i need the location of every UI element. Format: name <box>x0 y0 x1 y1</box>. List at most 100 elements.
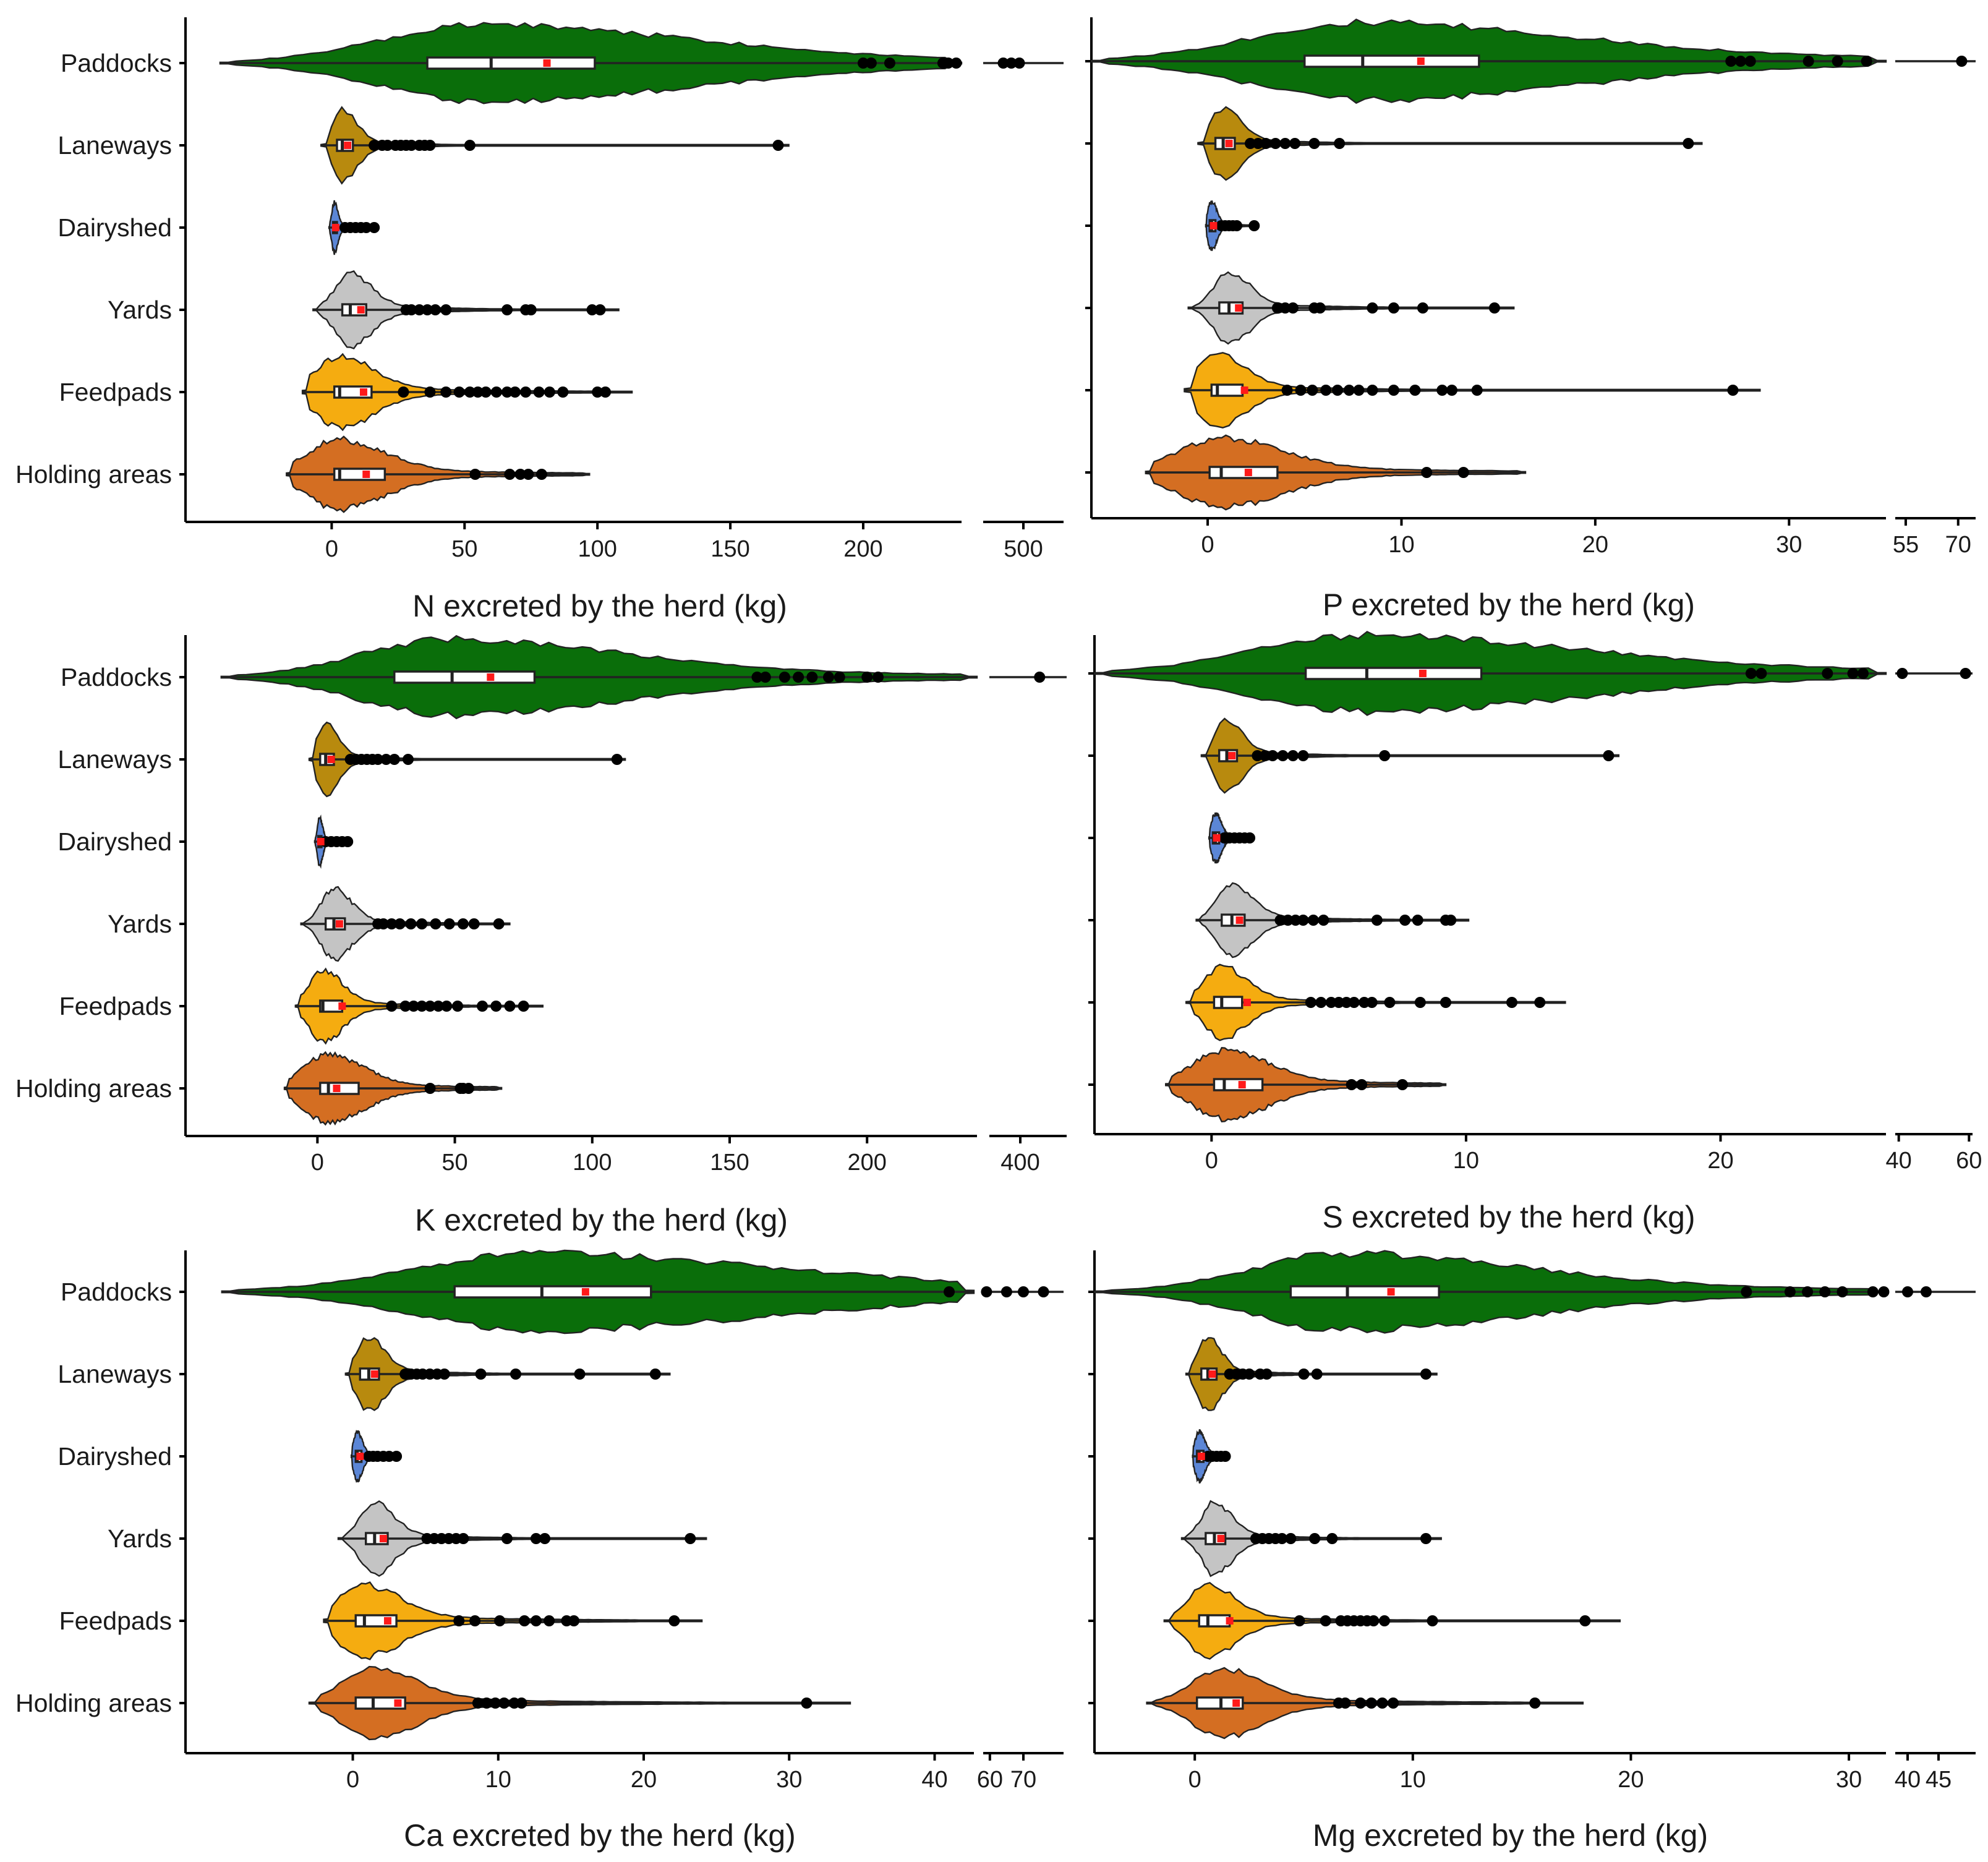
outlier-point <box>1359 997 1370 1008</box>
outlier-point <box>1307 915 1319 926</box>
outlier-point <box>1290 915 1302 926</box>
x-tick-label: 0 <box>346 1767 359 1793</box>
iqr-box <box>1198 1614 1231 1628</box>
outlier-point <box>1013 58 1025 69</box>
outlier-point <box>1446 385 1457 396</box>
outlier-point <box>1412 915 1423 926</box>
category-label: Holding areas <box>15 1074 172 1103</box>
outlier-point <box>950 58 962 69</box>
outlier-point <box>592 386 604 398</box>
outlier-point <box>530 1615 542 1626</box>
outlier-point <box>1308 138 1320 149</box>
x-tick-label: 10 <box>485 1767 511 1793</box>
x-tick-label: 100 <box>578 536 616 562</box>
outlier-point <box>857 58 869 69</box>
outlier-point <box>779 672 790 683</box>
outlier-point <box>759 672 771 683</box>
outlier-point <box>1309 1533 1321 1544</box>
outlier-point <box>981 1286 992 1297</box>
chart-panel-2: 0 10 20 30 55 70 P excreted by the herd (kg) <box>1085 17 1976 622</box>
outlier-point <box>1271 302 1283 314</box>
outlier-point <box>1289 138 1301 149</box>
outlier-point <box>1281 385 1293 396</box>
mean-marker <box>333 1085 341 1092</box>
category-label: Laneways <box>58 1360 172 1388</box>
outlier-point <box>1287 750 1299 761</box>
mean-marker <box>338 1002 346 1010</box>
category-label: Paddocks <box>61 1278 172 1306</box>
violin-row-feedpads <box>1085 352 1761 429</box>
outlier-point <box>544 1615 555 1626</box>
violin-row-feedpads: Feedpads <box>59 352 633 432</box>
violin-row-paddocks: Paddocks <box>61 22 1064 105</box>
outlier-point <box>1269 138 1281 149</box>
outlier-point <box>386 1001 398 1012</box>
outlier-point <box>1315 997 1327 1008</box>
x-tick-label: 10 <box>1388 532 1414 558</box>
outlier-point <box>1368 1615 1380 1626</box>
x-axis-title: N excreted by the herd (kg) <box>412 589 787 623</box>
category-label: Feedpads <box>59 378 172 406</box>
outlier-point <box>424 1001 436 1012</box>
outlier-point <box>516 1698 527 1709</box>
outlier-point <box>416 918 428 929</box>
outlier-point <box>1333 997 1345 1008</box>
x-tick-label: 30 <box>1836 1767 1862 1793</box>
violin-row-laneways <box>1085 106 1703 181</box>
outlier-point <box>1420 1369 1431 1380</box>
violin-row-holding-areas <box>1085 434 1527 511</box>
outlier-point <box>806 672 818 683</box>
violin-row-yards: Yards <box>108 886 511 962</box>
mean-marker <box>362 471 370 478</box>
chart-panel-3: 0 50 100 150 200 400 K excreted by the herd (k… <box>15 634 1067 1237</box>
violin-row-laneways <box>1088 1337 1438 1411</box>
x-axis-title: Ca excreted by the herd (kg) <box>404 1818 796 1853</box>
outlier-point <box>424 1083 436 1094</box>
outlier-point <box>611 754 623 765</box>
outlier-point <box>490 1698 501 1709</box>
outlier-point <box>430 304 442 315</box>
x-tick-label: 10 <box>1400 1767 1426 1793</box>
outlier-point <box>519 1615 531 1626</box>
outlier-point <box>1414 997 1426 1008</box>
iqr-box <box>1303 54 1480 68</box>
outlier-point <box>1471 385 1483 396</box>
outlier-point <box>424 140 436 151</box>
category-label: Yards <box>108 1524 172 1553</box>
outlier-point <box>1384 997 1396 1008</box>
outlier-point <box>1366 997 1378 1008</box>
x-break-tick-label: 40 <box>1886 1148 1912 1174</box>
outlier-point <box>535 469 547 480</box>
outlier-point <box>509 386 521 398</box>
outlier-point <box>1683 138 1694 149</box>
outlier-point <box>438 1369 450 1380</box>
x-tick-label: 20 <box>1707 1148 1733 1174</box>
outlier-point <box>1282 915 1294 926</box>
x-break-tick-label: 500 <box>1004 536 1043 562</box>
x-break-tick-label: 55 <box>1893 532 1919 558</box>
mean-marker <box>1243 999 1251 1006</box>
category-label: Laneways <box>58 745 172 774</box>
outlier-point <box>1819 1286 1831 1297</box>
outlier-point <box>1219 1451 1231 1462</box>
violin-row-feedpads: Feedpads <box>59 1581 703 1660</box>
x-tick-label: 0 <box>1201 532 1214 558</box>
violin-row-paddocks <box>1088 1250 1976 1334</box>
outlier-point <box>1034 672 1046 683</box>
outlier-point <box>1244 832 1256 843</box>
outlier-point <box>1457 467 1469 478</box>
outlier-point <box>1298 1369 1310 1380</box>
mean-marker <box>379 1535 387 1542</box>
category-label: Yards <box>108 910 172 938</box>
mean-marker <box>344 142 352 149</box>
outlier-point <box>398 386 409 398</box>
x-tick-label: 50 <box>442 1150 467 1176</box>
violin-row-laneways: Laneways <box>58 1337 671 1411</box>
x-break-tick-label: 45 <box>1926 1767 1952 1793</box>
x-tick-label: 200 <box>848 1150 887 1176</box>
outlier-point <box>1332 385 1344 396</box>
outlier-point <box>1388 302 1399 314</box>
outlier-point <box>407 1001 419 1012</box>
outlier-point <box>1334 138 1346 149</box>
